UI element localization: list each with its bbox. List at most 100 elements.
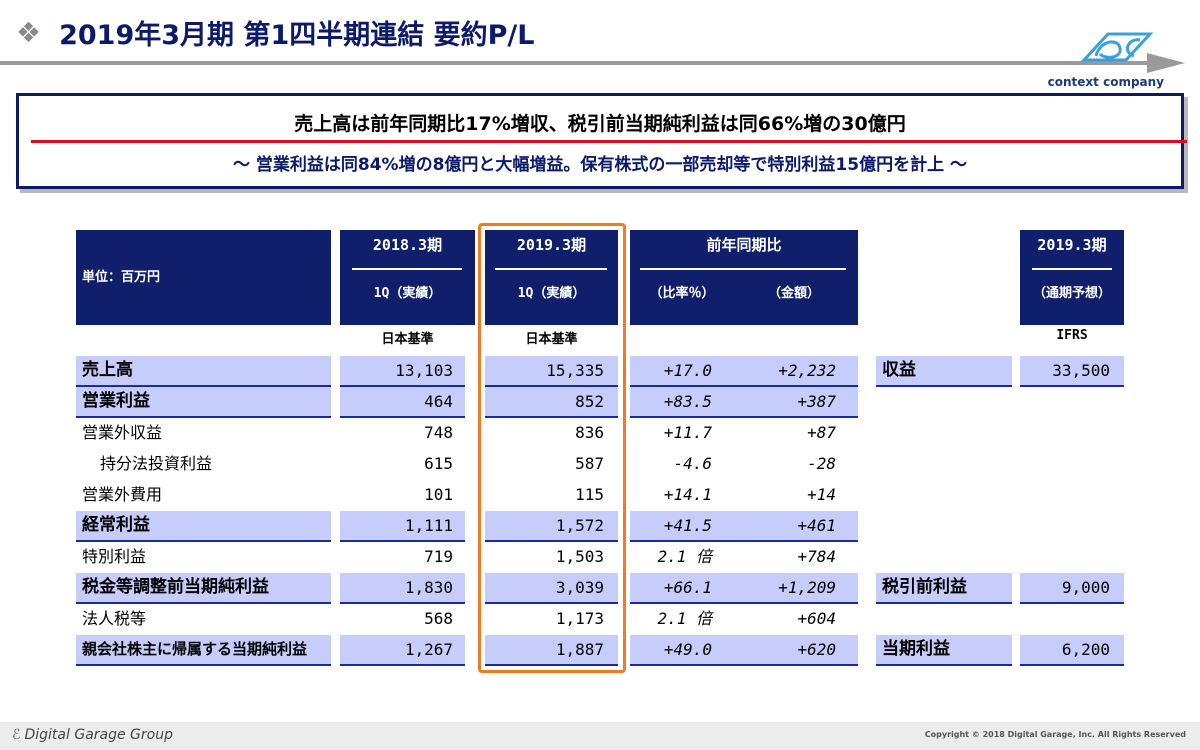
row-yoy-amt: +604 xyxy=(797,609,836,628)
row-rule xyxy=(1020,664,1124,666)
row-rule xyxy=(630,385,858,387)
row-yoy-amt: +387 xyxy=(730,387,858,418)
footer-company-name: Digital Garage Group xyxy=(24,727,173,743)
header-rule xyxy=(0,61,1150,65)
row-rule xyxy=(76,664,331,666)
footer-copyright: Copyright © 2018 Digital Garage, Inc. Al… xyxy=(924,730,1186,739)
row-yoy-amt: -28 xyxy=(807,454,836,473)
fy2018-sub: 1Q（実績） xyxy=(373,286,442,301)
row-value-fy2019: 15,335 xyxy=(485,356,618,387)
current-year-highlight xyxy=(478,223,626,673)
row-rule xyxy=(485,416,618,418)
row-value-fy2019: 3,039 xyxy=(485,573,618,604)
row-rule xyxy=(876,385,1012,387)
row-value-fy2018: 568 xyxy=(424,609,453,628)
row-forecast-value: 9,000 xyxy=(1020,573,1124,604)
fy2019-sub: 1Q（実績） xyxy=(517,286,586,301)
row-value-fy2018: 615 xyxy=(424,454,453,473)
row-rule xyxy=(340,664,465,666)
row-yoy-pct: +11.7 xyxy=(663,423,712,442)
row-label: 親会社株主に帰属する当期純利益 xyxy=(76,635,331,666)
row-yoy-pct: +83.5 xyxy=(630,387,730,418)
row-label: 経常利益 xyxy=(76,511,331,542)
table-row: 法人税等 568 1,173 2.1 倍 +604 xyxy=(0,604,1200,635)
row-yoy-pct: 2.1 倍 xyxy=(657,547,712,566)
fy2018-standard: 日本基準 xyxy=(381,332,434,347)
table-row: 売上高 13,103 15,335 +17.0 +2,232 収益 33,500 xyxy=(0,356,1200,387)
headline-divider xyxy=(31,140,1187,143)
table-row: 特別利益 719 1,503 2.1 倍 +784 xyxy=(0,542,1200,573)
forecast-period: 2019.3期 xyxy=(1037,236,1107,254)
row-forecast-label: 当期利益 xyxy=(876,635,1012,666)
row-label: 営業利益 xyxy=(76,387,331,418)
row-rule xyxy=(1020,602,1124,604)
logo-tagline: context company xyxy=(1047,75,1164,89)
row-yoy-pct: -4.6 xyxy=(673,454,712,473)
fy2019-standard: 日本基準 xyxy=(525,332,578,347)
yoy-amt-header: （金額） xyxy=(767,286,820,301)
table-row: 親会社株主に帰属する当期純利益 1,267 1,887 +49.0 +620 当… xyxy=(0,635,1200,666)
table-row: 営業外収益 748 836 +11.7 +87 xyxy=(0,418,1200,449)
fy2019-period: 2019.3期 xyxy=(516,236,587,254)
table-row: 税金等調整前当期純利益 1,830 3,039 +66.1 +1,209 税引前… xyxy=(0,573,1200,604)
table-row: 経常利益 1,111 1,572 +41.5 +461 xyxy=(0,511,1200,542)
forecast-header: 2019.3期 （通期予想） xyxy=(1020,230,1124,325)
yoy-title: 前年同期比 xyxy=(706,236,782,254)
headline-box: 売上高は前年同期比17%増収、税引前当期純利益は同66%増の30億円 ～ 営業利… xyxy=(16,93,1187,189)
row-rule xyxy=(340,416,465,418)
row-label: 営業外費用 xyxy=(82,485,163,504)
row-value-fy2018: 101 xyxy=(424,485,453,504)
row-yoy-pct: +49.0 xyxy=(630,635,730,666)
row-rule xyxy=(76,602,331,604)
headline-sub: ～ 営業利益は同84%増の8億円と大幅増益。保有株式の一部売却等で特別利益15億… xyxy=(232,155,967,175)
row-value-fy2019: 1,173 xyxy=(555,609,604,628)
forecast-standard: IFRS xyxy=(1056,328,1088,343)
row-yoy-pct: +41.5 xyxy=(630,511,730,542)
page-title: ❖ 2019年3月期 第1四半期連結 要約P/L xyxy=(16,10,534,54)
row-value-fy2019: 1,503 xyxy=(555,547,604,566)
table-row: 営業外費用 101 115 +14.1 +14 xyxy=(0,480,1200,511)
row-value-fy2019: 115 xyxy=(575,485,604,504)
forecast-sub: （通期予想） xyxy=(1032,286,1111,301)
dg-mini-logo-icon: ℰ xyxy=(12,727,21,743)
yoy-pct-header: （比率％） xyxy=(649,286,715,301)
rule-arrow-icon xyxy=(1147,53,1185,73)
fy2018-period: 2018.3期 xyxy=(372,236,443,254)
row-value-fy2018: 464 xyxy=(340,387,465,418)
row-rule xyxy=(876,664,1012,666)
row-rule xyxy=(876,602,1012,604)
row-rule xyxy=(340,385,465,387)
row-forecast-value: 6,200 xyxy=(1020,635,1124,666)
row-yoy-amt: +1,209 xyxy=(730,573,858,604)
fy2019-header: 2019.3期 1Q（実績） xyxy=(485,230,618,325)
table-row: 持分法投資利益 615 587 -4.6 -28 xyxy=(0,449,1200,480)
row-rule xyxy=(630,602,858,604)
row-label: 持分法投資利益 xyxy=(100,454,213,473)
row-yoy-amt: +2,232 xyxy=(730,356,858,387)
row-rule xyxy=(485,540,618,542)
row-label: 法人税等 xyxy=(82,609,147,628)
row-forecast-label: 税引前利益 xyxy=(876,573,1012,604)
row-forecast-label: 収益 xyxy=(876,356,1012,387)
fy2018-header-rule xyxy=(352,268,462,270)
row-label: 特別利益 xyxy=(82,547,147,566)
row-rule xyxy=(76,540,331,542)
row-yoy-amt: +461 xyxy=(730,511,858,542)
dg-logo-icon xyxy=(1080,32,1154,62)
row-rule xyxy=(485,602,618,604)
row-rule xyxy=(76,385,331,387)
row-rule xyxy=(340,540,465,542)
yoy-header: 前年同期比 （比率％） （金額） xyxy=(630,230,858,325)
diamond-bullet-icon: ❖ xyxy=(16,15,42,49)
row-value-fy2018: 13,103 xyxy=(340,356,465,387)
row-label: 税金等調整前当期純利益 xyxy=(76,573,331,604)
row-label: 営業外収益 xyxy=(82,423,163,442)
row-rule xyxy=(485,385,618,387)
unit-label: 単位：百万円 xyxy=(82,270,161,285)
row-label: 売上高 xyxy=(76,356,331,387)
row-rule xyxy=(630,540,858,542)
row-value-fy2018: 748 xyxy=(424,423,453,442)
fy2018-header: 2018.3期 1Q（実績） xyxy=(340,230,475,325)
unit-header: 単位：百万円 xyxy=(76,230,331,325)
